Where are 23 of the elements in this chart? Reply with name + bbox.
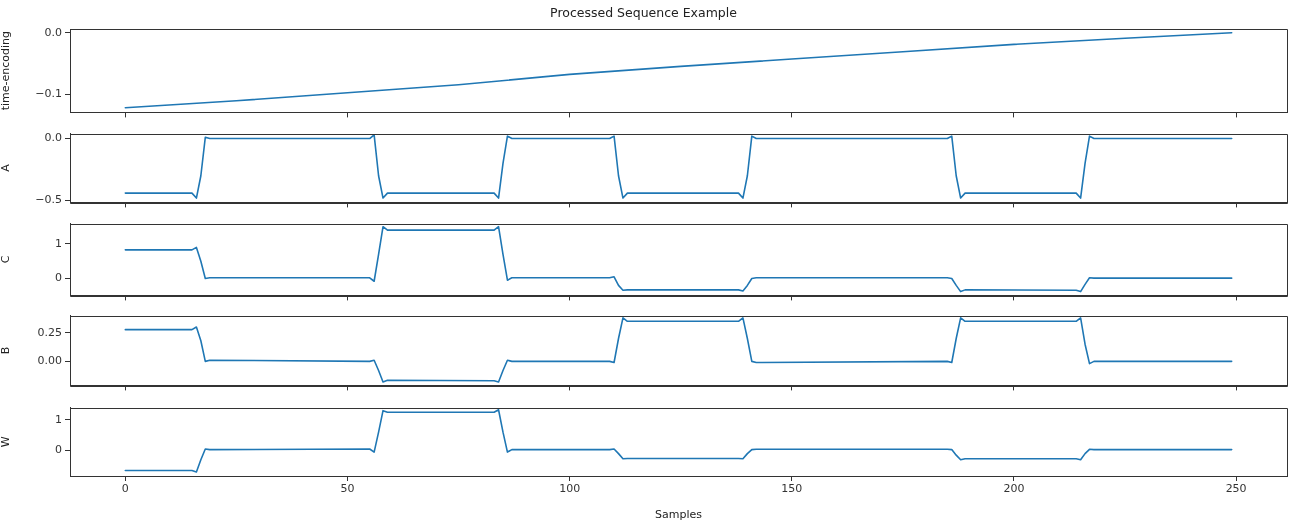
y-tick-label: 0.25 [37,325,62,339]
y-axis-title: A [0,163,13,172]
y-tick-label: 0.0 [44,25,62,39]
y-tick-label: 1 [55,236,62,250]
y-tick-label: −0.1 [35,86,62,100]
x-tick-label: 250 [1225,482,1247,496]
y-tick-label: 0.00 [37,354,62,368]
y-tick-label: 0 [55,443,62,457]
x-tick-label: 50 [340,482,355,496]
y-tick-label: 1 [55,412,62,426]
y-axis-title: B [0,346,13,355]
x-tick-label: 0 [121,482,129,496]
x-axis-title: Samples [655,508,703,522]
x-tick-label: 100 [559,482,581,496]
y-tick-label: −0.5 [35,193,62,207]
y-axis-title: time-encoding [0,31,13,111]
x-tick-label: 150 [781,482,803,496]
chart-title: Processed Sequence Example [550,4,738,20]
y-axis-title: W [0,436,13,448]
y-tick-label: 0 [55,271,62,285]
x-tick-label: 200 [1003,482,1025,496]
y-axis-title: C [0,255,13,264]
y-tick-label: 0.0 [44,131,62,145]
